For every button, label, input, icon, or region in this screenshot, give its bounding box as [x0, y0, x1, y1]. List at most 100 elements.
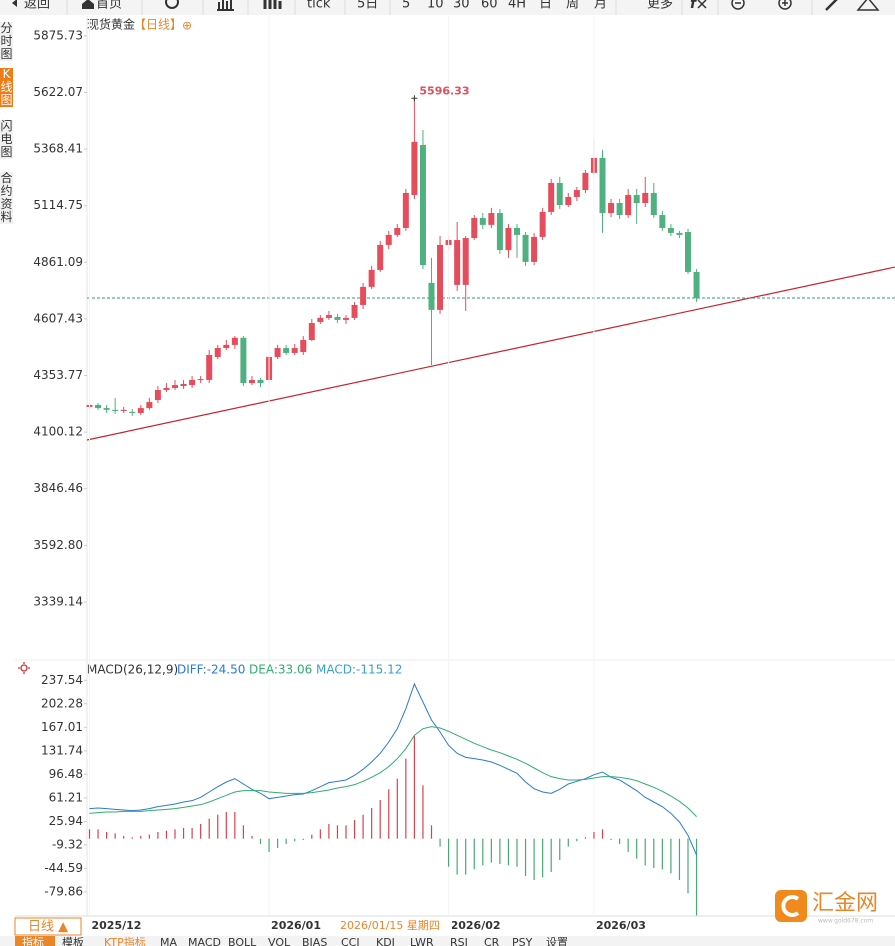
bottom-tab[interactable]: KTP指标 — [104, 935, 146, 946]
sidebar-item[interactable]: 闪电图 — [0, 119, 13, 159]
home-icon[interactable] — [82, 0, 94, 9]
bottom-tab[interactable]: CCI — [341, 936, 360, 946]
y-tick-label: 5875.73 — [33, 28, 83, 42]
candle-body — [154, 389, 161, 401]
y-tick-label: 5622.07 — [33, 85, 83, 99]
logo-url: www.gold678.com — [818, 918, 873, 925]
candle-body — [206, 354, 213, 380]
chart-title: 现货黄金 — [87, 17, 135, 32]
bottom-tab[interactable]: MA — [160, 936, 177, 946]
back-icon[interactable] — [12, 0, 17, 7]
y-tick-label: 4353.77 — [33, 368, 83, 382]
pen-icon[interactable] — [825, 0, 838, 11]
candle-body — [685, 232, 691, 272]
toolbar-item[interactable]: 4H — [508, 0, 526, 12]
bottom-tab[interactable]: CR — [484, 936, 500, 946]
y-tick-label: 167.01 — [41, 720, 83, 734]
toolbar-item[interactable]: 更多 — [647, 0, 673, 12]
candle-icon[interactable] — [263, 0, 282, 9]
y-tick-label: 4100.12 — [33, 425, 83, 439]
bottom-tab[interactable]: MACD — [188, 936, 221, 946]
candle-body — [582, 172, 589, 191]
toolbar-item[interactable]: tick — [307, 0, 331, 12]
candle-body — [548, 182, 555, 212]
toolbar-item[interactable]: 30 — [453, 0, 470, 12]
toolbar-item[interactable]: 首页 — [96, 0, 122, 12]
toolbar-item[interactable]: 10 — [427, 0, 444, 12]
candle-body — [197, 379, 204, 381]
sidebar-item[interactable]: 合约资料 — [0, 171, 13, 224]
cursor-label-bg — [337, 918, 452, 934]
candle-body — [368, 269, 375, 287]
candle-body — [223, 344, 230, 349]
period-button[interactable]: 日线 ▲ — [28, 920, 68, 935]
bottom-tab[interactable]: 设置 — [546, 936, 568, 946]
candle-body — [334, 317, 341, 320]
candle-body — [274, 348, 281, 357]
candle-body — [608, 202, 615, 214]
bottom-tab[interactable]: RSI — [450, 936, 468, 946]
shape-icon[interactable] — [856, 0, 880, 11]
y-tick-label: -79.86 — [44, 884, 83, 898]
settings-icon[interactable] — [18, 662, 30, 674]
candle-body — [103, 408, 110, 410]
toolbar-item[interactable]: 返回 — [24, 0, 50, 12]
candle-body — [283, 348, 290, 353]
toolbar-separators — [66, 0, 813, 15]
candle-body — [300, 340, 307, 353]
candle-body — [471, 217, 478, 239]
y-tick-label: 4607.43 — [33, 311, 83, 325]
bottom-tab[interactable]: 指标 — [22, 935, 44, 946]
candle-body — [402, 192, 409, 228]
sidebar-item[interactable]: K线图 — [0, 67, 13, 107]
toolbar-item[interactable]: 5日 — [357, 0, 378, 12]
bottom-tab[interactable]: KDJ — [376, 936, 395, 946]
indicator-title: MACD(26,12,9) — [87, 663, 178, 677]
toolbar-item[interactable]: 日 — [539, 0, 552, 12]
y-tick-label: -9.32 — [52, 837, 83, 851]
toolbar-item[interactable]: 周 — [566, 0, 579, 12]
candle-body — [667, 227, 674, 233]
fx-x-icon — [697, 0, 707, 9]
candle-body — [317, 317, 324, 322]
candle-body — [360, 286, 367, 305]
bar-icon[interactable] — [217, 0, 234, 11]
period-button-bg[interactable] — [14, 917, 82, 936]
y-tick-label: 3592.80 — [33, 538, 83, 552]
sidebar-item[interactable]: 分时图 — [0, 21, 13, 61]
candle-body — [633, 194, 640, 203]
toolbar-item[interactable]: 5 — [402, 0, 410, 12]
x-tick-label: 2025/12 — [92, 919, 142, 932]
candle-body — [531, 236, 538, 262]
zoom-in-icon[interactable] — [778, 0, 792, 10]
bottom-tab[interactable]: BOLL — [228, 936, 257, 946]
x-tick-label: 2026/01 — [271, 919, 321, 932]
bottom-tab[interactable]: PSY — [512, 936, 533, 946]
y-tick-label: 5114.75 — [33, 198, 83, 212]
tab-bar — [0, 936, 895, 946]
legend-entry: MACD:-115.12 — [316, 663, 402, 677]
candle-body — [248, 379, 255, 384]
macd-line — [89, 726, 697, 817]
bottom-tab[interactable]: VOL — [268, 936, 291, 946]
bottom-tab[interactable]: LWR — [410, 936, 434, 946]
candle-body — [291, 348, 298, 353]
subtitle-icon[interactable]: ⊕ — [182, 19, 192, 33]
legend-entry: DEA:33.06 — [249, 663, 312, 677]
candle-body — [479, 217, 486, 225]
bottom-tab[interactable]: BIAS — [302, 936, 327, 946]
y-tick-label: 25.94 — [49, 814, 83, 828]
y-tick-label: 3846.46 — [33, 481, 83, 495]
candle-body — [616, 202, 623, 216]
fx-icon[interactable]: f — [690, 0, 698, 12]
cursor-label: 2026/01/15 星期四 — [340, 919, 440, 932]
candle-body — [257, 379, 264, 384]
chart-subtitle: 【日线】 — [134, 18, 182, 32]
bottom-tab[interactable]: 模板 — [62, 935, 84, 946]
toolbar-item[interactable]: 60 — [481, 0, 498, 12]
zoom-out-icon[interactable] — [731, 0, 745, 10]
refresh-icon[interactable] — [165, 0, 179, 9]
y-tick-label: 61.21 — [49, 790, 83, 804]
toolbar-item[interactable]: 月 — [594, 0, 607, 12]
